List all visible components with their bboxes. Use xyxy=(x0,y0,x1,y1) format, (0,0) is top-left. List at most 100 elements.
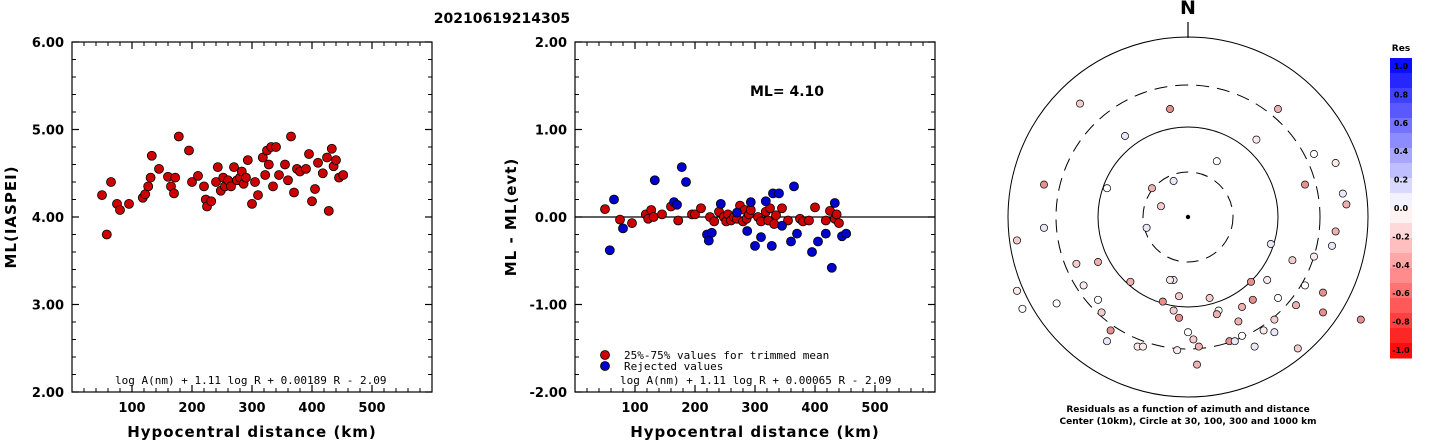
residual-colorbar: Res 1.0 0.8 0.6 0.4 0.2 0.0 -0.2 -0.4 -0.6 -0.8 -1… xyxy=(1390,44,1412,359)
azimuth-residual-plot: N Residuals as a function of azimuth and… xyxy=(1007,0,1369,427)
ml-vs-distance-chart: 2.00 3.00 4.00 5.00 6.00 100 200 300 400 500 log … xyxy=(2,36,433,441)
data-point xyxy=(253,190,263,201)
colorbar-cell xyxy=(1390,88,1412,104)
data-point xyxy=(338,170,349,180)
x-tick-label: 100 xyxy=(621,401,648,416)
station-marker xyxy=(1310,150,1318,158)
x-tick-label: 300 xyxy=(741,401,768,416)
data-point xyxy=(280,159,290,170)
data-point xyxy=(756,232,766,243)
residual-vs-distance-chart: -2.00 -1.00 0.00 1.00 2.00 100 200 300 400 500 ML… xyxy=(502,36,936,441)
colorbar-cell xyxy=(1390,253,1412,269)
station-marker xyxy=(1076,99,1084,108)
data-point xyxy=(676,162,687,173)
data-point xyxy=(732,207,742,218)
data-point xyxy=(206,196,217,207)
station-marker xyxy=(1301,180,1309,189)
station-marker xyxy=(1079,281,1088,290)
x-tick-label: 400 xyxy=(298,401,325,416)
y-tick-label: 3.00 xyxy=(32,299,64,314)
y-tick-label: -1.00 xyxy=(530,299,567,314)
colorbar-cell xyxy=(1390,343,1412,359)
data-point xyxy=(826,262,837,273)
colorbar-cell xyxy=(1390,283,1412,299)
formula-text: log A(nm) + 1.11 log R + 0.00189 R - 2.0… xyxy=(115,374,387,387)
data-point xyxy=(810,202,820,213)
station-marker xyxy=(1072,259,1081,268)
data-point xyxy=(271,142,281,152)
data-point xyxy=(193,170,203,181)
data-point xyxy=(789,181,799,192)
station-marker xyxy=(1157,202,1165,211)
y-axis-label: ML(IASPEI) xyxy=(2,165,20,268)
station-marker xyxy=(1148,184,1156,193)
station-marker xyxy=(1238,303,1246,311)
data-point xyxy=(146,150,157,161)
station-marker xyxy=(1328,241,1336,250)
station-marker xyxy=(1331,159,1340,167)
data-point xyxy=(263,159,274,170)
station-marker xyxy=(1293,344,1302,353)
data-point xyxy=(229,162,239,173)
colorbar-cell xyxy=(1390,163,1412,179)
colorbar-cell xyxy=(1390,223,1412,239)
data-point xyxy=(115,205,125,215)
data-point xyxy=(250,177,260,187)
station-marker xyxy=(1139,342,1147,351)
data-point xyxy=(774,188,784,199)
data-point xyxy=(609,194,619,205)
station-marker xyxy=(1266,240,1275,248)
data-point xyxy=(841,228,852,239)
station-marker xyxy=(1342,200,1351,209)
data-point xyxy=(750,240,760,251)
colorbar-cell xyxy=(1390,208,1412,224)
station-marker xyxy=(1310,252,1318,261)
plot-frame xyxy=(71,41,433,393)
station-marker xyxy=(1338,189,1347,198)
colorbar-cell xyxy=(1390,118,1412,134)
data-point xyxy=(323,205,334,216)
data-point xyxy=(304,149,314,159)
station-marker xyxy=(1212,157,1221,166)
station-marker xyxy=(1248,295,1257,304)
data-point xyxy=(169,188,179,199)
station-marker xyxy=(1126,277,1135,286)
data-point xyxy=(241,172,251,183)
data-point xyxy=(260,170,271,180)
colorbar-label: -0.6 xyxy=(1392,289,1410,298)
x-tick-label: 500 xyxy=(861,401,888,416)
station-marker xyxy=(1250,342,1259,351)
data-point xyxy=(326,143,337,154)
data-point xyxy=(820,228,831,239)
station-marker xyxy=(1142,223,1151,232)
ring-1000km xyxy=(1007,36,1369,398)
data-point xyxy=(286,131,296,142)
data-point xyxy=(706,227,717,238)
x-tick-label: 400 xyxy=(801,401,828,416)
colorbar-cell xyxy=(1390,133,1412,149)
data-point xyxy=(618,223,628,234)
x-tick-label: 200 xyxy=(178,401,205,416)
station-marker xyxy=(1094,258,1102,266)
y-tick-label: 5.00 xyxy=(32,124,64,139)
data-point xyxy=(745,197,756,208)
station-marker xyxy=(1270,328,1279,337)
colorbar-label: 0.8 xyxy=(1394,90,1409,99)
data-point xyxy=(690,209,700,220)
data-point xyxy=(154,163,164,174)
station-marker xyxy=(1166,276,1174,284)
data-point xyxy=(143,181,154,192)
data-point xyxy=(649,175,660,186)
colorbar-label: 0.0 xyxy=(1394,204,1409,213)
data-point xyxy=(289,187,299,198)
data-point xyxy=(212,162,223,173)
y-tick-label: 2.00 xyxy=(32,386,64,401)
caption-line-2: Center (10km), Circle at 30, 100, 300 an… xyxy=(1060,417,1317,427)
y-tick-label: -2.00 xyxy=(530,386,567,401)
station-marker xyxy=(1234,317,1243,326)
data-point xyxy=(307,196,317,207)
station-marker xyxy=(1189,335,1198,344)
station-marker xyxy=(1013,286,1021,295)
x-tick-label: 200 xyxy=(681,401,708,416)
